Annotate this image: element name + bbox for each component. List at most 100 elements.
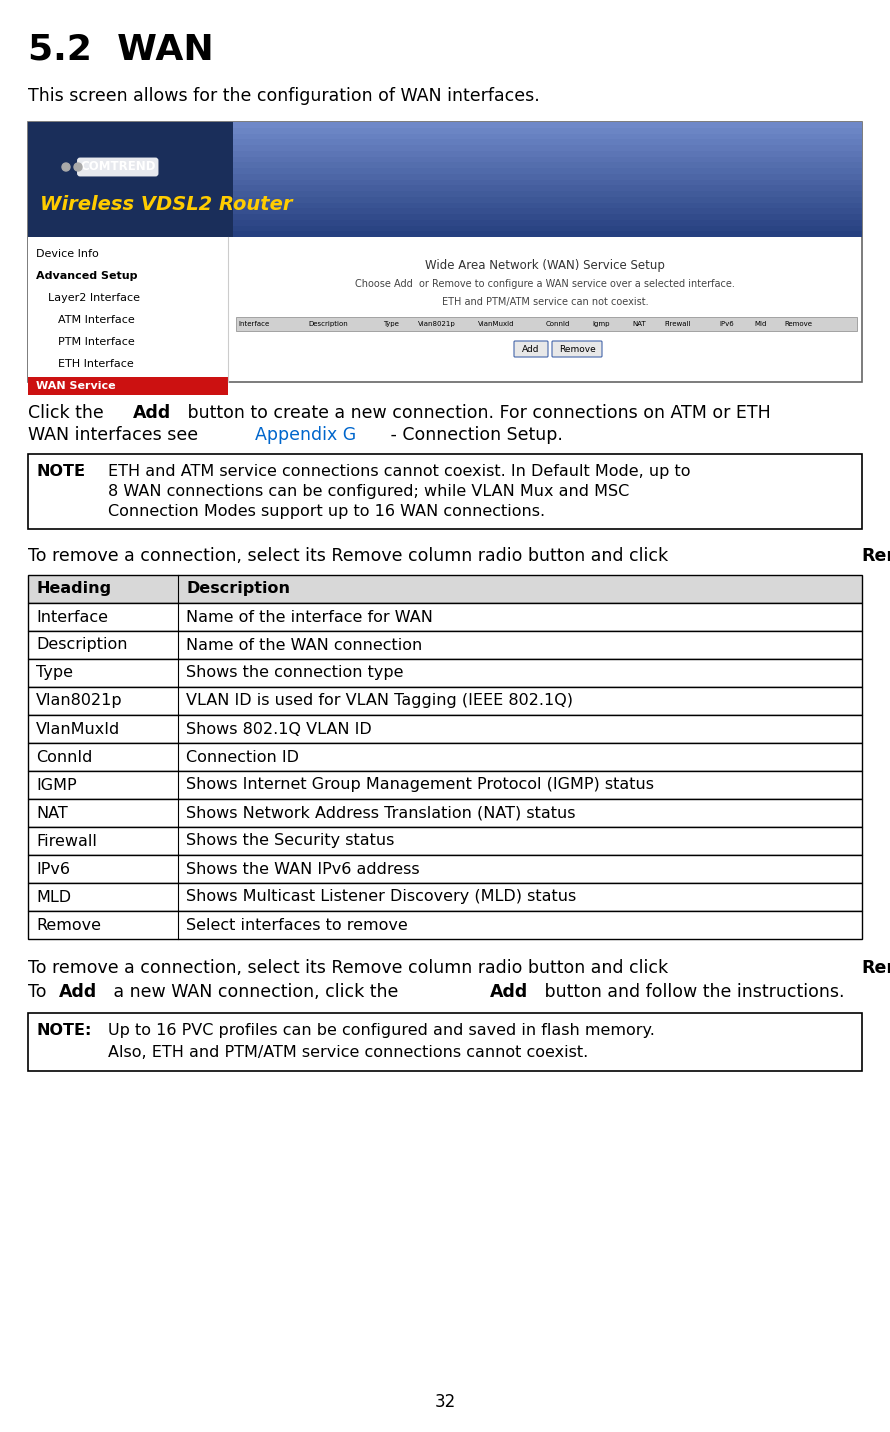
- Text: Shows Multicast Listener Discovery (MLD) status: Shows Multicast Listener Discovery (MLD)…: [186, 889, 576, 905]
- Text: Name of the WAN connection: Name of the WAN connection: [186, 637, 422, 653]
- Text: ConnId: ConnId: [546, 321, 570, 326]
- Text: Remove: Remove: [784, 321, 812, 326]
- Bar: [28, 225, 862, 231]
- Bar: [28, 219, 862, 225]
- Bar: [28, 770, 862, 799]
- Bar: [28, 743, 862, 770]
- Bar: [28, 855, 862, 884]
- Bar: [28, 213, 862, 219]
- Text: WAN interfaces see: WAN interfaces see: [28, 425, 204, 444]
- Text: This screen allows for the configuration of WAN interfaces.: This screen allows for the configuration…: [28, 87, 539, 105]
- Text: button to create a new connection. For connections on ATM or ETH: button to create a new connection. For c…: [182, 404, 771, 422]
- Bar: [28, 122, 233, 238]
- Text: 8 WAN connections can be configured; while VLAN Mux and MSC: 8 WAN connections can be configured; whi…: [108, 484, 629, 498]
- Text: ATM Interface: ATM Interface: [58, 315, 134, 325]
- Text: To: To: [28, 982, 52, 1001]
- Text: VlanMuxId: VlanMuxId: [478, 321, 514, 326]
- Text: a new WAN connection, click the: a new WAN connection, click the: [109, 982, 404, 1001]
- Bar: [28, 1012, 862, 1071]
- Bar: [28, 139, 862, 145]
- Text: Appendix G: Appendix G: [255, 425, 356, 444]
- Text: To remove a connection, select its Remove column radio button and click: To remove a connection, select its Remov…: [28, 547, 674, 566]
- Text: Up to 16 PVC profiles can be configured and saved in flash memory.: Up to 16 PVC profiles can be configured …: [108, 1022, 655, 1038]
- Bar: [28, 799, 862, 828]
- Text: IGMP: IGMP: [36, 778, 77, 792]
- Bar: [28, 238, 228, 382]
- Bar: [28, 127, 862, 133]
- Text: Wireless VDSL2 Router: Wireless VDSL2 Router: [40, 195, 293, 213]
- Text: COMTREND: COMTREND: [80, 160, 156, 173]
- Bar: [236, 316, 857, 331]
- Text: 32: 32: [434, 1393, 456, 1411]
- Text: Shows Network Address Translation (NAT) status: Shows Network Address Translation (NAT) …: [186, 805, 576, 821]
- Text: MLD: MLD: [36, 889, 71, 905]
- Text: NOTE:: NOTE:: [36, 1022, 92, 1038]
- Bar: [28, 173, 862, 179]
- Text: Type: Type: [383, 321, 399, 326]
- Text: Description: Description: [186, 581, 290, 597]
- Bar: [28, 715, 862, 743]
- Text: Remove.: Remove.: [861, 547, 890, 566]
- Bar: [28, 454, 862, 528]
- Text: Shows the WAN IPv6 address: Shows the WAN IPv6 address: [186, 862, 419, 876]
- Text: Type: Type: [36, 666, 73, 680]
- Text: Connection Modes support up to 16 WAN connections.: Connection Modes support up to 16 WAN co…: [108, 504, 545, 518]
- Text: PTM Interface: PTM Interface: [58, 337, 134, 347]
- Bar: [28, 156, 862, 162]
- Bar: [28, 122, 862, 127]
- Text: Layer2 Interface: Layer2 Interface: [48, 294, 140, 304]
- Text: To remove a connection, select its Remove column radio button and click: To remove a connection, select its Remov…: [28, 959, 674, 977]
- Bar: [28, 208, 862, 213]
- Text: ConnId: ConnId: [36, 749, 93, 765]
- Text: Add: Add: [59, 982, 97, 1001]
- Text: Device Info: Device Info: [36, 249, 99, 259]
- Bar: [28, 162, 862, 168]
- Text: Advanced Setup: Advanced Setup: [36, 271, 137, 281]
- Text: button and follow the instructions.: button and follow the instructions.: [539, 982, 845, 1001]
- Text: Remove: Remove: [559, 345, 595, 354]
- Bar: [28, 190, 862, 196]
- Bar: [28, 231, 862, 238]
- Text: Name of the interface for WAN: Name of the interface for WAN: [186, 610, 433, 624]
- Text: ETH and PTM/ATM service can not coexist.: ETH and PTM/ATM service can not coexist.: [441, 296, 648, 306]
- Text: VlanMuxId: VlanMuxId: [36, 722, 120, 736]
- Text: Firewall: Firewall: [36, 833, 97, 849]
- Text: Firewall: Firewall: [664, 321, 691, 326]
- Bar: [28, 377, 228, 395]
- Text: Vlan8021p: Vlan8021p: [418, 321, 456, 326]
- Text: Add: Add: [522, 345, 539, 354]
- Bar: [28, 687, 862, 715]
- Text: Vlan8021p: Vlan8021p: [36, 693, 123, 709]
- Text: VLAN ID is used for VLAN Tagging (IEEE 802.1Q): VLAN ID is used for VLAN Tagging (IEEE 8…: [186, 693, 573, 709]
- Text: ETH Interface: ETH Interface: [58, 359, 134, 369]
- Text: Igmp: Igmp: [592, 321, 610, 326]
- Bar: [28, 884, 862, 911]
- Bar: [28, 133, 862, 139]
- Bar: [28, 828, 862, 855]
- Text: Select interfaces to remove: Select interfaces to remove: [186, 918, 408, 932]
- Bar: [28, 659, 862, 687]
- FancyBboxPatch shape: [514, 341, 548, 357]
- Text: Also, ETH and PTM/ATM service connections cannot coexist.: Also, ETH and PTM/ATM service connection…: [108, 1045, 588, 1060]
- Text: Remove.: Remove.: [861, 959, 890, 977]
- Bar: [28, 576, 862, 603]
- Text: Choose Add  or Remove to configure a WAN service over a selected interface.: Choose Add or Remove to configure a WAN …: [355, 279, 735, 289]
- Text: NAT: NAT: [36, 805, 68, 821]
- Text: Shows Internet Group Management Protocol (IGMP) status: Shows Internet Group Management Protocol…: [186, 778, 654, 792]
- Text: IPv6: IPv6: [719, 321, 733, 326]
- Bar: [28, 911, 862, 939]
- Text: :: :: [79, 464, 85, 478]
- Text: Add: Add: [133, 404, 171, 422]
- Bar: [28, 632, 862, 659]
- Bar: [28, 179, 862, 185]
- FancyBboxPatch shape: [552, 341, 602, 357]
- Text: Interface: Interface: [238, 321, 270, 326]
- Text: Description: Description: [36, 637, 127, 653]
- Bar: [28, 145, 862, 150]
- Text: 5.2  WAN: 5.2 WAN: [28, 32, 214, 66]
- Text: Connection ID: Connection ID: [186, 749, 299, 765]
- Text: Description: Description: [308, 321, 348, 326]
- Circle shape: [62, 163, 70, 170]
- Text: ETH and ATM service connections cannot coexist. In Default Mode, up to: ETH and ATM service connections cannot c…: [108, 464, 691, 478]
- Text: Shows 802.1Q VLAN ID: Shows 802.1Q VLAN ID: [186, 722, 372, 736]
